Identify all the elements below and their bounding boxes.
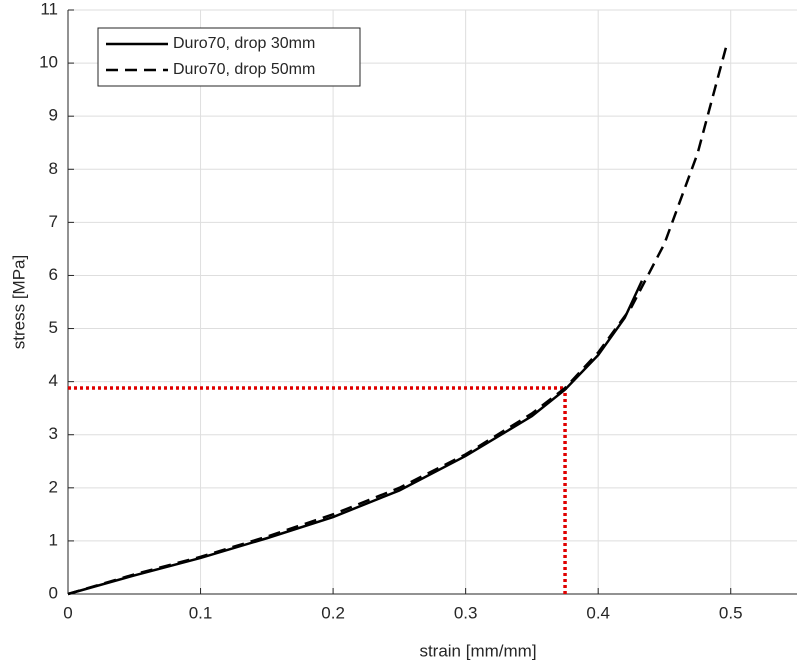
y-tick-label: 5 — [49, 318, 58, 337]
x-tick-label: 0.3 — [454, 603, 478, 622]
legend-label: Duro70, drop 30mm — [173, 35, 315, 52]
x-tick-label: 0.2 — [321, 603, 345, 622]
x-tick-label: 0.1 — [189, 603, 213, 622]
y-tick-label: 6 — [49, 265, 58, 284]
y-tick-label: 3 — [49, 424, 58, 443]
x-tick-label: 0.5 — [719, 603, 743, 622]
x-tick-label: 0 — [63, 603, 72, 622]
y-tick-label: 8 — [49, 159, 58, 178]
x-axis-label: strain [mm/mm] — [419, 641, 536, 660]
y-tick-label: 4 — [49, 371, 58, 390]
legend-box — [97, 27, 361, 87]
y-tick-label: 9 — [49, 106, 58, 125]
y-tick-label: 11 — [40, 0, 58, 18]
plot-area — [68, 10, 797, 594]
legend-label: Duro70, drop 50mm — [173, 61, 315, 78]
series-line — [67, 44, 728, 596]
y-axis-label: stress [MPa] — [9, 255, 28, 349]
x-tick-label: 0.4 — [586, 603, 610, 622]
y-tick-label: 0 — [49, 583, 58, 602]
y-tick-label: 10 — [39, 53, 58, 72]
y-tick-label: 7 — [49, 212, 58, 231]
y-tick-label: 2 — [49, 477, 58, 496]
y-tick-label: 1 — [49, 530, 58, 549]
